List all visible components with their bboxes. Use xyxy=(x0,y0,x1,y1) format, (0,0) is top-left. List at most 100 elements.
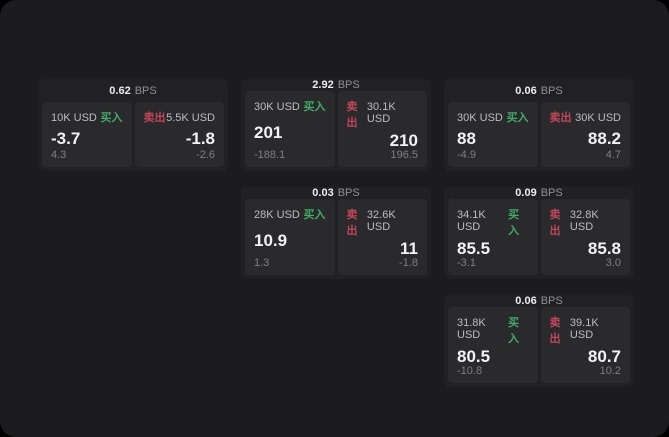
sell-panel[interactable]: 卖出 30.1K USD 210 196.5 xyxy=(337,91,427,167)
spread-header: 0.09 BPS xyxy=(444,187,634,199)
buy-delta: -188.1 xyxy=(254,149,286,161)
spread-unit: BPS xyxy=(337,79,360,91)
sell-price: 210 xyxy=(389,131,418,150)
buy-size: 10K USD xyxy=(51,112,97,124)
sell-delta: -2.6 xyxy=(196,149,215,161)
buy-panel-top: 30K USD 买入 xyxy=(457,109,529,125)
sell-panel-top: 卖出 30.1K USD xyxy=(347,98,419,130)
spread-value: 0.06 xyxy=(515,295,537,307)
quote-body: 34.1K USD 买入 85.5 -3.1 卖出 32.8K USD 85.8… xyxy=(444,199,634,279)
sell-side-label: 卖出 xyxy=(549,317,561,345)
quote-body: 10K USD 买入 -3.7 4.3 卖出 5.5K USD -1.8 -2.… xyxy=(38,102,228,171)
sell-price: 85.8 xyxy=(587,239,621,258)
buy-price: 201 xyxy=(254,123,283,142)
sell-delta: -1.8 xyxy=(399,257,418,269)
sell-size: 30K USD xyxy=(575,112,621,124)
buy-price: 85.5 xyxy=(457,239,491,258)
quote-body: 31.8K USD 买入 80.5 -10.8 卖出 39.1K USD 80.… xyxy=(444,307,634,387)
buy-panel[interactable]: 31.8K USD 买入 80.5 -10.8 xyxy=(448,307,538,383)
sell-side-label: 卖出 xyxy=(346,101,358,129)
spread-unit: BPS xyxy=(540,187,563,199)
buy-panel[interactable]: 28K USD 买入 10.9 1.3 xyxy=(245,199,335,275)
sell-panel[interactable]: 卖出 30K USD 88.2 4.7 xyxy=(540,102,630,167)
spread-unit: BPS xyxy=(540,84,563,97)
sell-panel[interactable]: 卖出 32.6K USD 11 -1.8 xyxy=(337,199,427,275)
buy-panel-top: 30K USD 买入 xyxy=(254,98,326,114)
quote-card: 0.06 BPS 30K USD 买入 88 -4.9 卖出 30K USD xyxy=(444,79,634,171)
buy-price: 80.5 xyxy=(457,347,491,366)
spread-value: 0.06 xyxy=(515,84,537,97)
buy-price: 10.9 xyxy=(254,231,288,250)
spread-unit: BPS xyxy=(337,187,360,199)
spread-header: 0.03 BPS xyxy=(241,187,431,199)
quote-body: 28K USD 买入 10.9 1.3 卖出 32.6K USD 11 -1.8 xyxy=(241,199,431,279)
buy-panel[interactable]: 30K USD 买入 201 -188.1 xyxy=(245,91,335,167)
sell-price: 80.7 xyxy=(587,347,621,366)
buy-size: 30K USD xyxy=(457,112,503,124)
buy-side-label: 买入 xyxy=(303,209,326,221)
sell-size: 32.6K USD xyxy=(366,209,396,233)
buy-panel-top: 10K USD 买入 xyxy=(51,109,123,125)
spread-header: 0.62 BPS xyxy=(38,79,228,102)
buy-panel[interactable]: 30K USD 买入 88 -4.9 xyxy=(448,102,538,167)
spread-value: 0.62 xyxy=(109,84,131,97)
quote-card: 0.03 BPS 28K USD 买入 10.9 1.3 卖出 32.6K US… xyxy=(241,187,431,279)
buy-panel-top: 34.1K USD 买入 xyxy=(457,206,529,238)
sell-side-label: 卖出 xyxy=(143,112,166,124)
buy-side-label: 买入 xyxy=(100,112,123,124)
sell-side-label: 卖出 xyxy=(549,112,572,124)
buy-size: 31.8K USD xyxy=(457,317,486,341)
sell-delta: 3.0 xyxy=(605,257,621,269)
buy-side-label: 买入 xyxy=(508,317,520,345)
sell-side-label: 卖出 xyxy=(346,209,358,237)
buy-panel[interactable]: 10K USD 买入 -3.7 4.3 xyxy=(42,102,132,167)
spread-value: 0.09 xyxy=(515,187,537,199)
sell-side-label: 卖出 xyxy=(549,209,561,237)
sell-panel-top: 卖出 5.5K USD xyxy=(144,109,216,125)
sell-size: 32.8K USD xyxy=(569,209,599,233)
spread-value: 0.03 xyxy=(312,187,334,199)
sell-size: 30.1K USD xyxy=(366,101,396,125)
sell-price: 88.2 xyxy=(587,128,621,148)
quote-card: 2.92 BPS 30K USD 买入 201 -188.1 卖出 30.1K … xyxy=(241,79,431,171)
sell-price: -1.8 xyxy=(185,128,215,148)
sell-size: 39.1K USD xyxy=(569,317,599,341)
sell-panel-top: 卖出 39.1K USD xyxy=(550,314,622,346)
buy-side-label: 买入 xyxy=(508,209,520,237)
quote-card: 0.09 BPS 34.1K USD 买入 85.5 -3.1 卖出 32.8K… xyxy=(444,187,634,279)
buy-size: 34.1K USD xyxy=(457,209,486,233)
spread-header: 0.06 BPS xyxy=(444,295,634,307)
sell-price: 11 xyxy=(400,239,418,258)
sell-panel-top: 卖出 32.8K USD xyxy=(550,206,622,238)
spread-header: 0.06 BPS xyxy=(444,79,634,102)
buy-side-label: 买入 xyxy=(506,112,529,124)
buy-delta: 1.3 xyxy=(254,257,270,269)
sell-panel-top: 卖出 32.6K USD xyxy=(347,206,419,238)
quote-cards-grid: 0.62 BPS 10K USD 买入 -3.7 4.3 卖出 5.5K USD xyxy=(38,79,634,387)
buy-panel-top: 28K USD 买入 xyxy=(254,206,326,222)
sell-delta: 4.7 xyxy=(605,149,621,161)
sell-panel[interactable]: 卖出 5.5K USD -1.8 -2.6 xyxy=(134,102,224,167)
quote-body: 30K USD 买入 201 -188.1 卖出 30.1K USD 210 1… xyxy=(241,91,431,171)
buy-delta: 4.3 xyxy=(51,149,67,161)
buy-price: 88 xyxy=(457,128,476,148)
buy-delta: -10.8 xyxy=(457,365,483,377)
sell-panel-top: 卖出 30K USD xyxy=(550,109,622,125)
sell-delta: 10.2 xyxy=(599,365,621,377)
sell-delta: 196.5 xyxy=(390,149,418,161)
sell-panel[interactable]: 卖出 39.1K USD 80.7 10.2 xyxy=(540,307,630,383)
spread-unit: BPS xyxy=(540,295,563,307)
buy-panel-top: 31.8K USD 买入 xyxy=(457,314,529,346)
sell-panel[interactable]: 卖出 32.8K USD 85.8 3.0 xyxy=(540,199,630,275)
spread-header: 2.92 BPS xyxy=(241,79,431,91)
sell-size: 5.5K USD xyxy=(166,112,215,124)
spread-value: 2.92 xyxy=(312,79,334,91)
buy-size: 28K USD xyxy=(254,209,300,221)
quote-card: 0.06 BPS 31.8K USD 买入 80.5 -10.8 卖出 39.1… xyxy=(444,295,634,387)
buy-side-label: 买入 xyxy=(303,101,326,113)
buy-delta: -4.9 xyxy=(457,149,476,161)
buy-price: -3.7 xyxy=(51,128,81,148)
buy-delta: -3.1 xyxy=(457,257,476,269)
buy-panel[interactable]: 34.1K USD 买入 85.5 -3.1 xyxy=(448,199,538,275)
